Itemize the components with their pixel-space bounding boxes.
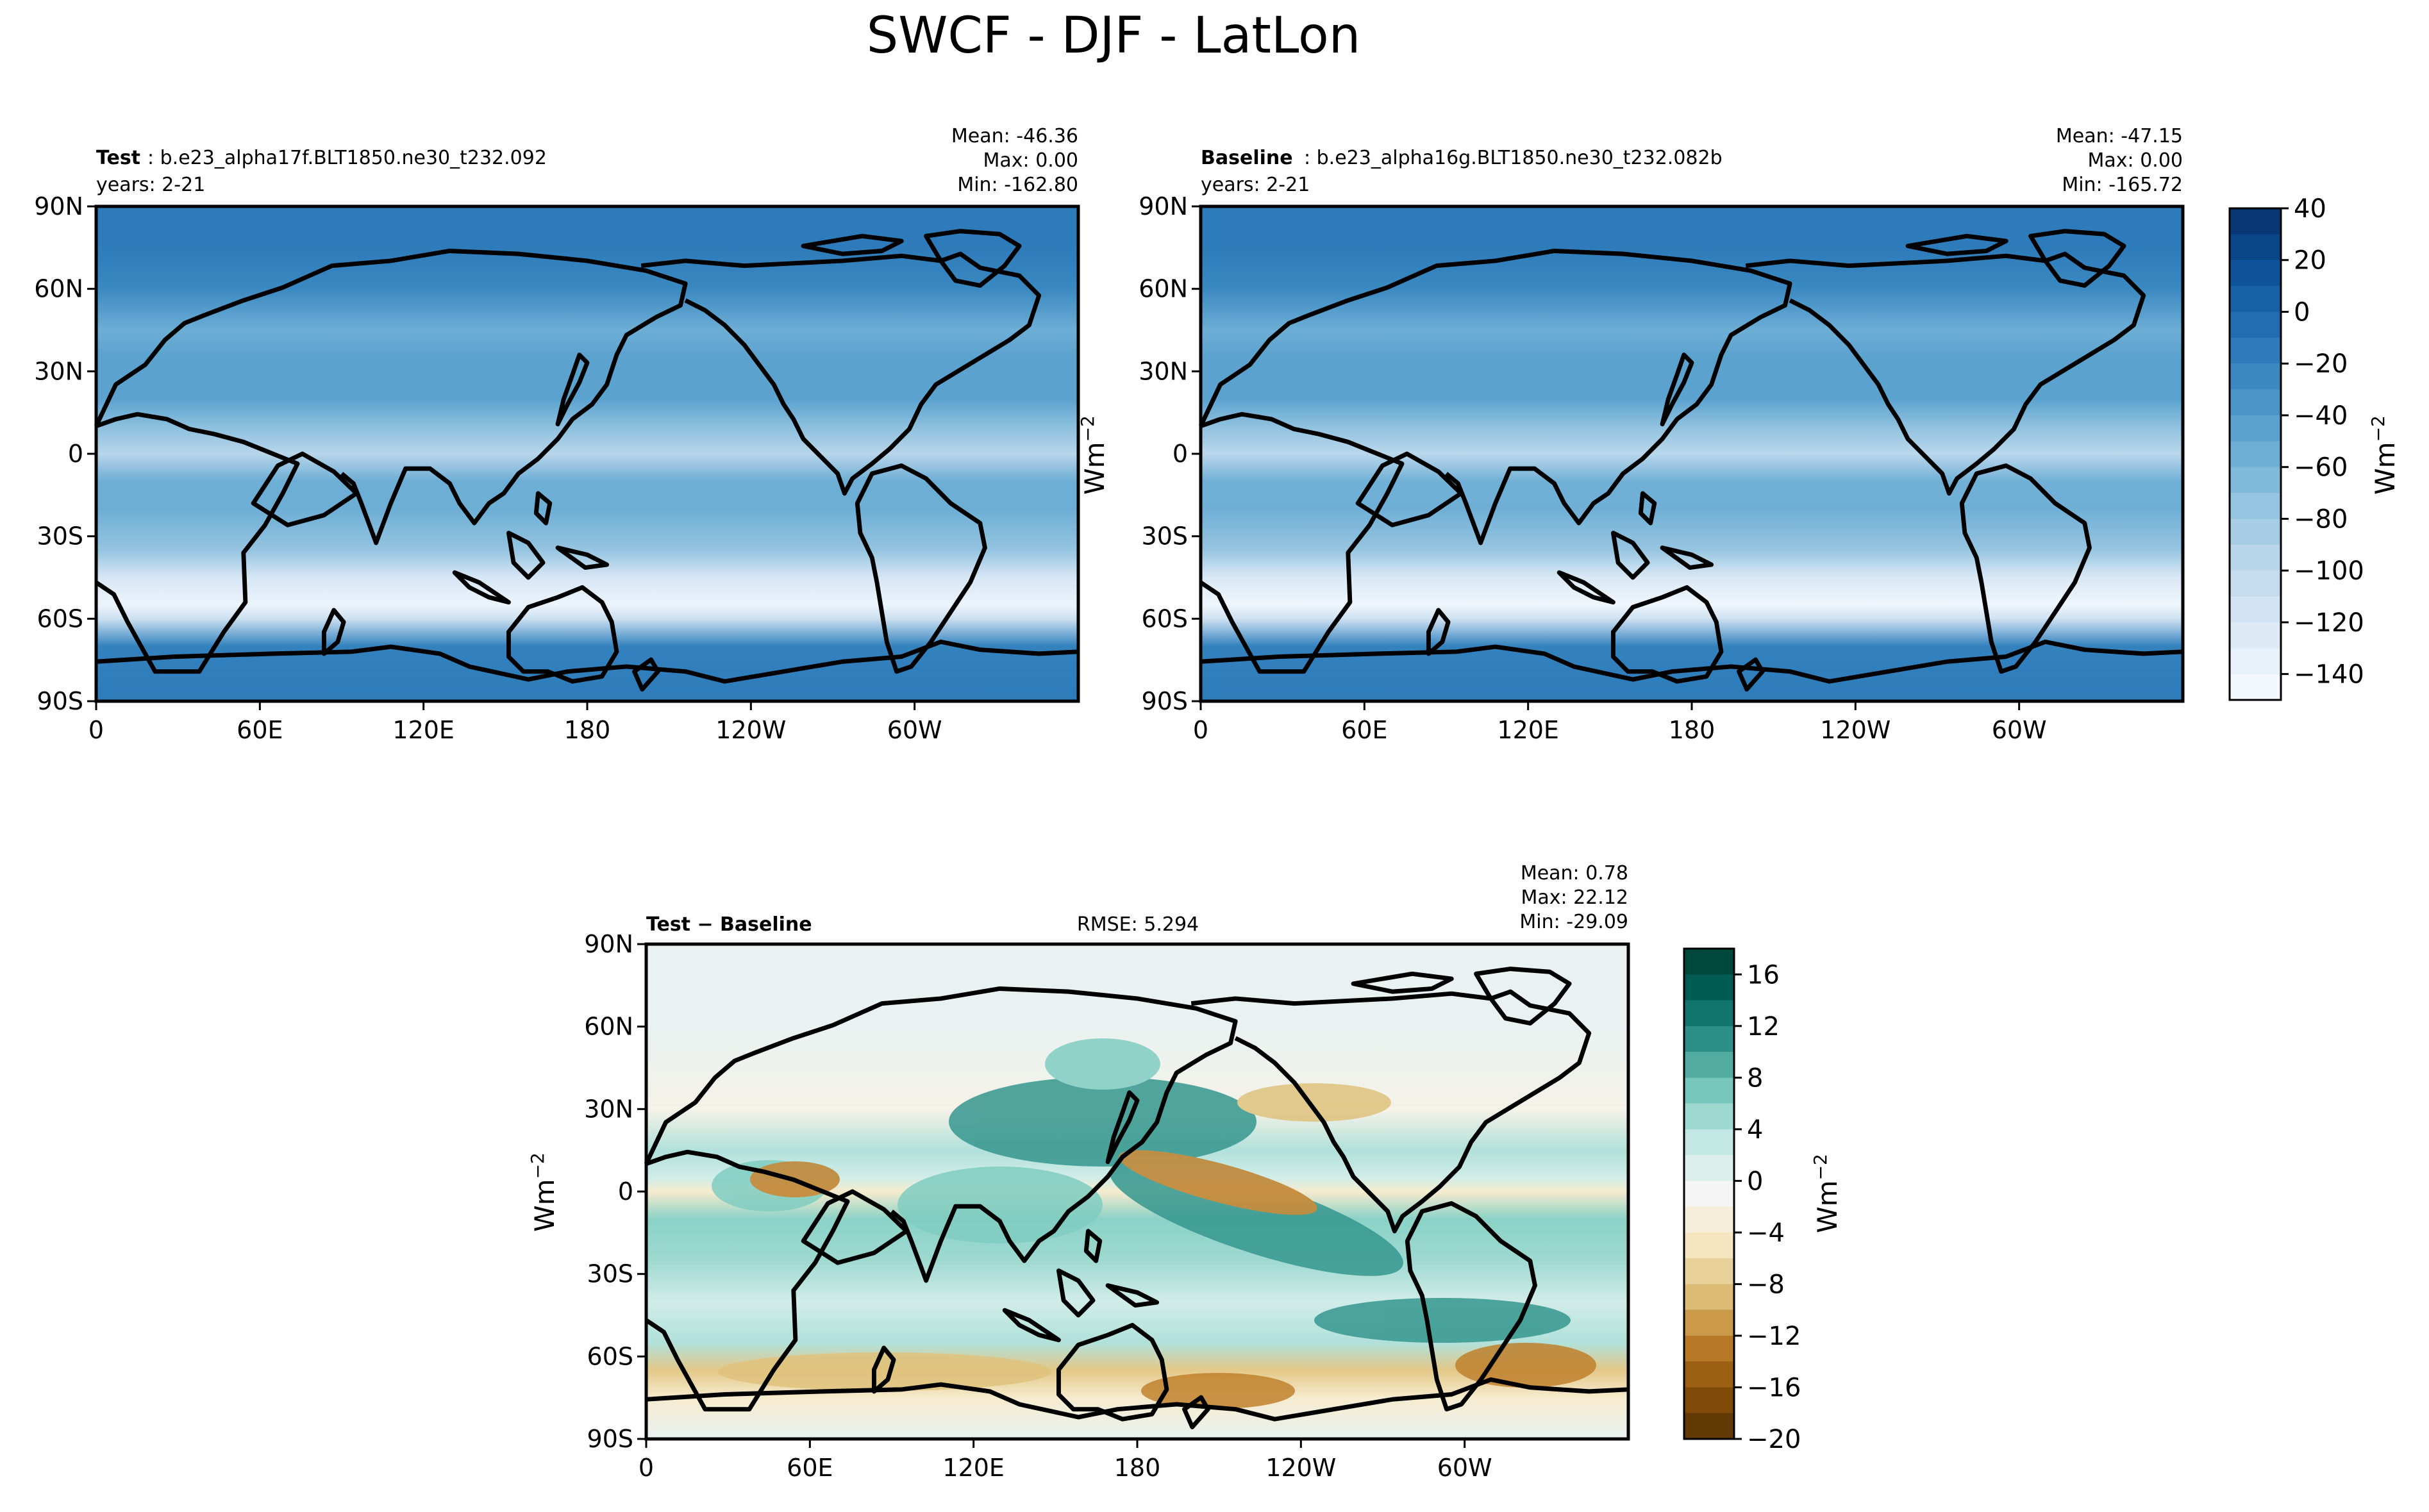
colorbar-diff-tick-label: −12 — [1747, 1322, 1801, 1351]
panel-diff-rmse: RMSE: 5.294 — [1077, 913, 1199, 936]
panel-baseline-max: Max: 0.00 — [2088, 149, 2183, 172]
colorbar-main-tick-label: −100 — [2294, 556, 2364, 586]
panel-baseline: Baseline : b.e23_alpha16g.BLT1850.ne30_t… — [1139, 125, 2183, 744]
panel-baseline-xtick-label: 60W — [1992, 716, 2047, 744]
panel-diff-min: Min: -29.09 — [1519, 911, 1628, 933]
panel-test-case: : b.e23_alpha17f.BLT1850.ne30_t232.092 — [147, 147, 547, 169]
colorbar-diff-tick-label: −8 — [1747, 1270, 1785, 1299]
colorbar-main-tick-label: −120 — [2294, 608, 2364, 638]
panel-diff-ytick-label: 0 — [618, 1177, 633, 1206]
panel-test-xtick-label: 120W — [715, 716, 786, 744]
panel-baseline-xtick-label: 120E — [1497, 716, 1559, 744]
colorbar-diff-tick-label: 0 — [1747, 1167, 1763, 1196]
panel-test-xtick-label: 0 — [88, 716, 104, 744]
panel-test-ytick-label: 90N — [34, 192, 83, 220]
colorbar-diff-tick-label: 12 — [1747, 1012, 1780, 1042]
panel-baseline-ytick-label: 30N — [1139, 357, 1188, 385]
colorbar-diff-tick-label: −20 — [1747, 1425, 1801, 1454]
panel-test-min: Min: -162.80 — [957, 174, 1078, 196]
panel-test-xtick-label: 180 — [564, 716, 611, 744]
panel-diff-max: Max: 22.12 — [1521, 886, 1628, 909]
colorbar-main-tick-label: −40 — [2294, 401, 2348, 431]
panel-diff-mean: Mean: 0.78 — [1521, 862, 1628, 885]
panel-diff: Test − Baseline RMSE: 5.294 Mean: 0.78 M… — [527, 862, 1629, 1482]
panel-baseline-xtick-label: 120W — [1820, 716, 1891, 744]
diff-unit-label: Wm−2 — [527, 1152, 561, 1232]
panel-baseline-axes: 0 60E 120E 180 120W 60W 90N 60N 30N 0 30S 60S 90S — [1139, 192, 2046, 744]
panel-test-label: Test — [96, 147, 140, 169]
panel-test-xtick-label: 120E — [392, 716, 455, 744]
panel-diff-xtick-label: 180 — [1114, 1454, 1161, 1482]
panel-baseline-case: : b.e23_alpha16g.BLT1850.ne30_t232.082b — [1304, 147, 1723, 169]
colorbar-main-tick-label: 0 — [2294, 297, 2310, 327]
colorbar-main-frame — [2228, 207, 2282, 701]
panel-baseline-xtick-label: 60E — [1341, 716, 1387, 744]
panel-diff-xtick-label: 0 — [639, 1454, 654, 1482]
panel-baseline-xtick-label: 180 — [1669, 716, 1715, 744]
panel-baseline-mean: Mean: -47.15 — [2056, 125, 2183, 147]
panel-diff-ytick-label: 30N — [584, 1095, 633, 1123]
panel-diff-xtick-label: 120E — [942, 1454, 1005, 1482]
colorbar-diff-tick-label: 4 — [1747, 1115, 1763, 1145]
panel-baseline-ytick-label: 90N — [1139, 192, 1188, 220]
panel-test: Test : b.e23_alpha17f.BLT1850.ne30_t232.… — [34, 125, 1078, 744]
colorbar-main: 40 20 0 −20 −40 −60 −80 −100 −120 −140 Wm−2 — [2228, 194, 2401, 701]
colorbar-main-fill — [2230, 208, 2281, 700]
colorbar-diff-unit: Wm−2 — [1810, 1154, 1844, 1233]
panel-test-field — [96, 206, 1078, 701]
panel-baseline-field — [1201, 206, 2183, 701]
panel-test-ytick-label: 60S — [37, 604, 83, 633]
panel-baseline-min: Min: -165.72 — [2062, 174, 2183, 196]
panel-test-ytick-label: 0 — [68, 440, 83, 468]
panel-baseline-years: years: 2-21 — [1201, 174, 1310, 196]
colorbar-diff-tick-label: 8 — [1747, 1063, 1763, 1093]
panel-test-xtick-label: 60E — [237, 716, 283, 744]
colorbar-diff: 16 12 8 4 0 −4 −8 −12 −16 −20 Wm−2 — [1683, 947, 1844, 1454]
upper-unit-label: Wm−2 — [1077, 415, 1111, 495]
panel-diff-xtick-label: 60W — [1437, 1454, 1492, 1482]
panel-test-max: Max: 0.00 — [983, 149, 1078, 172]
panel-diff-ytick-label: 60N — [584, 1013, 633, 1041]
panel-baseline-ytick-label: 60N — [1139, 275, 1188, 303]
panel-diff-axes: 0 60E 120E 180 120W 60W 90N 60N 30N 0 30S 60S 90S — [584, 930, 1492, 1482]
colorbar-main-tick-label: −80 — [2294, 504, 2348, 534]
panel-test-ytick-label: 60N — [34, 275, 83, 303]
panel-diff-ytick-label: 30S — [587, 1260, 633, 1288]
panel-test-mean: Mean: -46.36 — [951, 125, 1078, 147]
panel-baseline-ytick-label: 0 — [1173, 440, 1188, 468]
panel-diff-xtick-label: 120W — [1265, 1454, 1336, 1482]
colorbar-main-tick-label: 20 — [2294, 246, 2326, 276]
colorbar-main-tick-label: −60 — [2294, 453, 2348, 483]
panel-test-years: years: 2-21 — [96, 174, 205, 196]
panel-baseline-ytick-label: 60S — [1142, 604, 1188, 633]
panel-test-xtick-label: 60W — [887, 716, 942, 744]
panel-diff-anomalies — [712, 1038, 1596, 1409]
colorbar-main-tick-label: 40 — [2294, 194, 2326, 224]
panel-baseline-label: Baseline — [1201, 147, 1293, 169]
panel-diff-ytick-label: 90N — [584, 930, 633, 958]
panel-test-axes: 0 60E 120E 180 120W 60W 90N 60N 30N 0 30S 60S 90S — [34, 192, 942, 744]
colorbar-diff-fill — [1684, 949, 1734, 1439]
panel-baseline-ytick-label: 30S — [1142, 522, 1188, 551]
panel-baseline-ytick-label: 90S — [1142, 687, 1188, 715]
colorbar-diff-tick-label: 16 — [1747, 960, 1780, 990]
colorbar-diff-tick-label: −16 — [1747, 1373, 1801, 1402]
panel-test-ytick-label: 30N — [34, 357, 83, 385]
panel-diff-ytick-label: 90S — [587, 1425, 633, 1453]
panel-test-ytick-label: 30S — [37, 522, 83, 551]
panel-diff-xtick-label: 60E — [787, 1454, 833, 1482]
colorbar-main-unit: Wm−2 — [2367, 415, 2401, 495]
colorbar-diff-tick-label: −4 — [1747, 1218, 1785, 1248]
panel-baseline-xtick-label: 0 — [1193, 716, 1208, 744]
panel-diff-label: Test − Baseline — [646, 913, 812, 936]
figure-title: SWCF - DJF - LatLon — [867, 7, 1360, 65]
colorbar-diff-frame — [1683, 947, 1735, 1440]
panel-test-ytick-label: 90S — [37, 687, 83, 715]
panel-diff-ytick-label: 60S — [587, 1342, 633, 1370]
colorbar-main-tick-label: −20 — [2294, 349, 2348, 379]
colorbar-main-tick-label: −140 — [2294, 660, 2364, 690]
